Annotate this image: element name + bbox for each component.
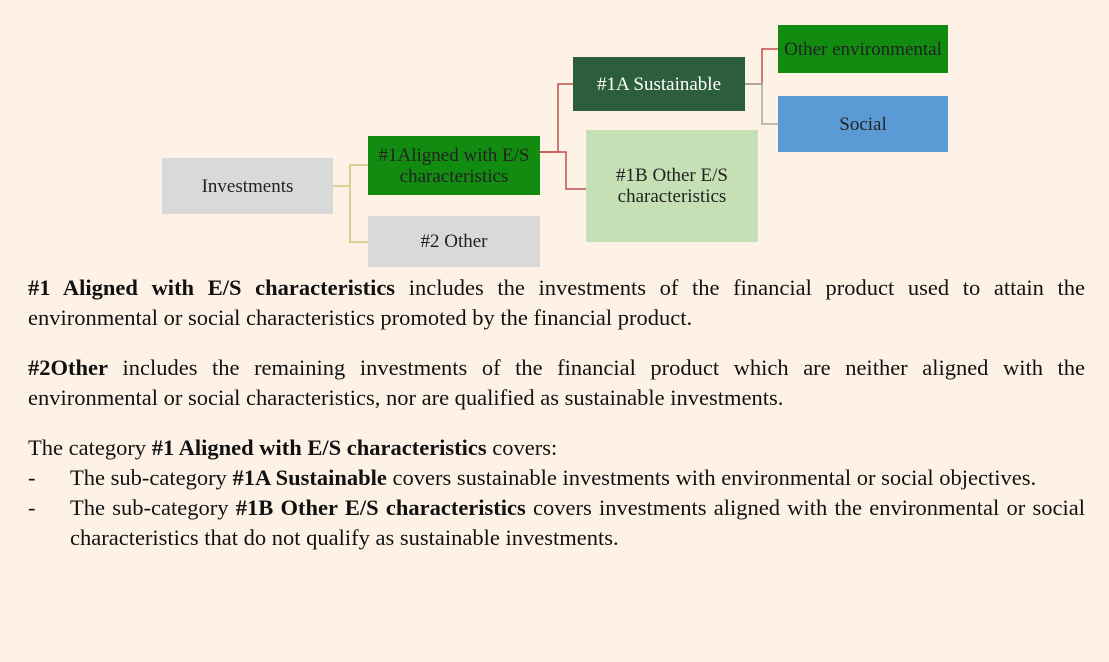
description: #1 Aligned with E/S characteristics incl…	[28, 273, 1085, 553]
connector	[745, 48, 778, 85]
paragraph: #2Other includes the remaining investmen…	[28, 353, 1085, 413]
node: Social	[778, 96, 948, 152]
term: #1A Sustainable	[232, 465, 387, 490]
term: #2Other	[28, 355, 108, 380]
paragraph-text: includes the remaining investments of th…	[28, 355, 1085, 410]
node: #1B Other E/S characteristics	[586, 130, 758, 242]
paragraph: #1 Aligned with E/S characteristics incl…	[28, 273, 1085, 333]
item-text: The sub-category	[70, 465, 233, 490]
paragraph-text: covers:	[486, 435, 558, 460]
connector	[540, 151, 586, 190]
term: #1 Aligned with E/S characteristics	[28, 275, 396, 300]
connector	[745, 83, 778, 125]
connector	[333, 164, 368, 187]
connector	[349, 186, 368, 243]
node: Other environmental	[778, 25, 948, 73]
bullet: -	[28, 495, 36, 520]
node: #1A Sustainable	[573, 57, 745, 111]
list-item: - The sub-category #1B Other E/S charact…	[28, 493, 1085, 553]
node: #2 Other	[368, 216, 540, 267]
paragraph: The category #1 Aligned with E/S charact…	[28, 433, 1085, 463]
item-text: The sub-category	[70, 495, 236, 520]
item-text: covers sustainable investments with envi…	[386, 465, 1037, 490]
node: Investments	[162, 158, 333, 214]
node: #1Aligned with E/S characteristics	[368, 136, 540, 195]
list-item: - The sub-category #1A Sustainable cover…	[28, 463, 1085, 493]
term: #1 Aligned with E/S characteristics	[151, 435, 487, 460]
bullet: -	[28, 465, 36, 490]
paragraph-text: includes the investments of the financia…	[28, 275, 1086, 330]
term: #1B Other E/S characteristics	[235, 495, 526, 520]
item-text: covers investments aligned with the envi…	[70, 495, 1086, 550]
paragraph-text: The category	[28, 435, 152, 460]
connector	[540, 83, 573, 153]
